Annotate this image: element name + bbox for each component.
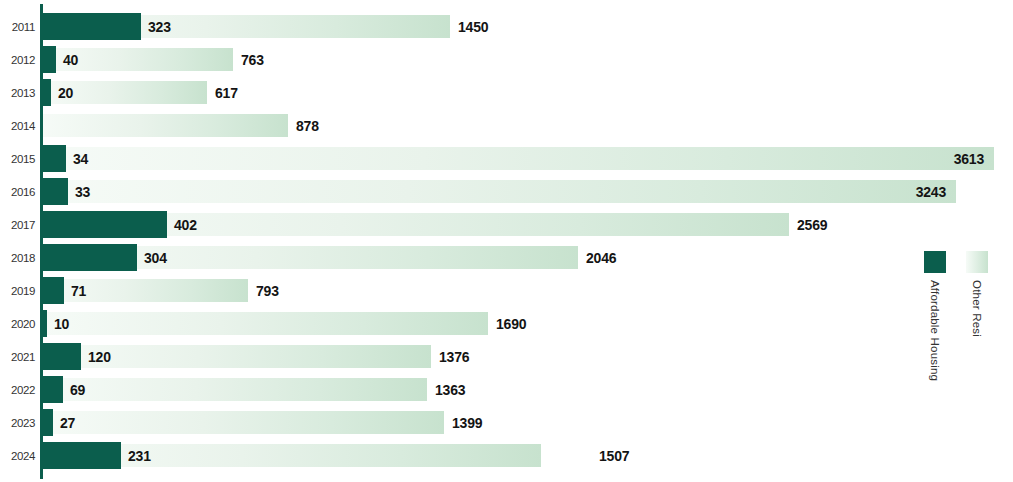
year-label: 2011 [0,21,35,33]
affordable-value-label: 231 [128,448,151,464]
year-label: 2019 [0,285,35,297]
year-label: 2015 [0,153,35,165]
year-label: 2017 [0,219,35,231]
affordable-value-label: 69 [70,382,85,398]
year-label: 2018 [0,252,35,264]
chart-row: 2021 120 1376 [0,340,1013,373]
other-resi-value-label: 878 [296,118,319,134]
affordable-value-label: 323 [148,19,171,35]
other-resi-bar [43,378,427,401]
chart-row: 2014 878 [0,109,1013,142]
affordable-housing-bar [43,310,47,337]
other-resi-bar [43,411,444,434]
affordable-housing-bar [43,46,56,73]
affordable-housing-bar [43,13,141,40]
affordable-housing-bar [43,145,66,172]
legend: Affordable Housing Other Resi [924,251,988,381]
other-resi-value-label: 617 [215,85,238,101]
year-label: 2020 [0,318,35,330]
other-resi-value-label: 1363 [435,382,465,398]
affordable-value-label: 20 [58,85,73,101]
housing-bar-chart: 2011 323 1450 2012 40 763 2013 20 617 2014 878 2015… [0,0,1013,482]
chart-row: 2019 71 793 [0,274,1013,307]
affordable-housing-bar [43,244,137,271]
affordable-value-label: 40 [63,52,78,68]
other-resi-bar [43,147,994,170]
year-label: 2016 [0,186,35,198]
other-resi-bar [43,180,956,203]
affordable-value-label: 120 [88,349,111,365]
chart-row: 2017 402 2569 [0,208,1013,241]
legend-item-other-resi: Other Resi [966,251,988,381]
chart-row: 2018 304 2046 [0,241,1013,274]
other-resi-value-label: 1690 [496,316,526,332]
legend-label-other-resi: Other Resi [971,280,983,337]
affordable-value-label: 402 [174,217,197,233]
affordable-housing-bar [43,442,121,469]
affordable-value-label: 10 [54,316,69,332]
year-label: 2013 [0,87,35,99]
affordable-housing-bar [43,343,81,370]
other-resi-value-label: 3613 [954,151,984,167]
year-label: 2021 [0,351,35,363]
affordable-housing-bar [43,376,63,403]
affordable-housing-bar [43,211,167,238]
other-resi-value-label: 793 [256,283,279,299]
other-resi-bar [43,114,288,137]
chart-row: 2024 231 1507 [0,439,1013,472]
affordable-housing-bar [43,79,51,106]
other-resi-value-label: 2569 [797,217,827,233]
other-resi-value-label: 1376 [439,349,469,365]
other-resi-bar [43,312,488,335]
year-label: 2012 [0,54,35,66]
affordable-value-label: 33 [75,184,90,200]
chart-row: 2020 10 1690 [0,307,1013,340]
other-resi-swatch [966,251,988,273]
other-resi-value-label: 2046 [586,250,616,266]
legend-item-affordable-housing: Affordable Housing [924,251,946,381]
affordable-housing-bar [43,409,53,436]
other-resi-value-label: 1399 [452,415,482,431]
chart-row: 2011 323 1450 [0,10,1013,43]
other-resi-value-label: 3243 [916,184,946,200]
affordable-value-label: 27 [60,415,75,431]
chart-row: 2013 20 617 [0,76,1013,109]
other-resi-value-label: 763 [241,52,264,68]
affordable-housing-swatch [924,251,946,273]
year-label: 2022 [0,384,35,396]
other-resi-value-label: 1507 [599,448,629,464]
year-label: 2014 [0,120,35,132]
chart-row: 2022 69 1363 [0,373,1013,406]
legend-label-affordable-housing: Affordable Housing [929,280,941,381]
affordable-value-label: 71 [71,283,86,299]
chart-row: 2023 27 1399 [0,406,1013,439]
affordable-value-label: 34 [73,151,88,167]
affordable-housing-bar [43,178,68,205]
other-resi-value-label: 1450 [458,19,488,35]
affordable-housing-bar [43,277,64,304]
affordable-value-label: 304 [144,250,167,266]
year-label: 2023 [0,417,35,429]
chart-row: 2015 34 3613 [0,142,1013,175]
chart-row: 2012 40 763 [0,43,1013,76]
year-label: 2024 [0,450,35,462]
chart-row: 2016 33 3243 [0,175,1013,208]
